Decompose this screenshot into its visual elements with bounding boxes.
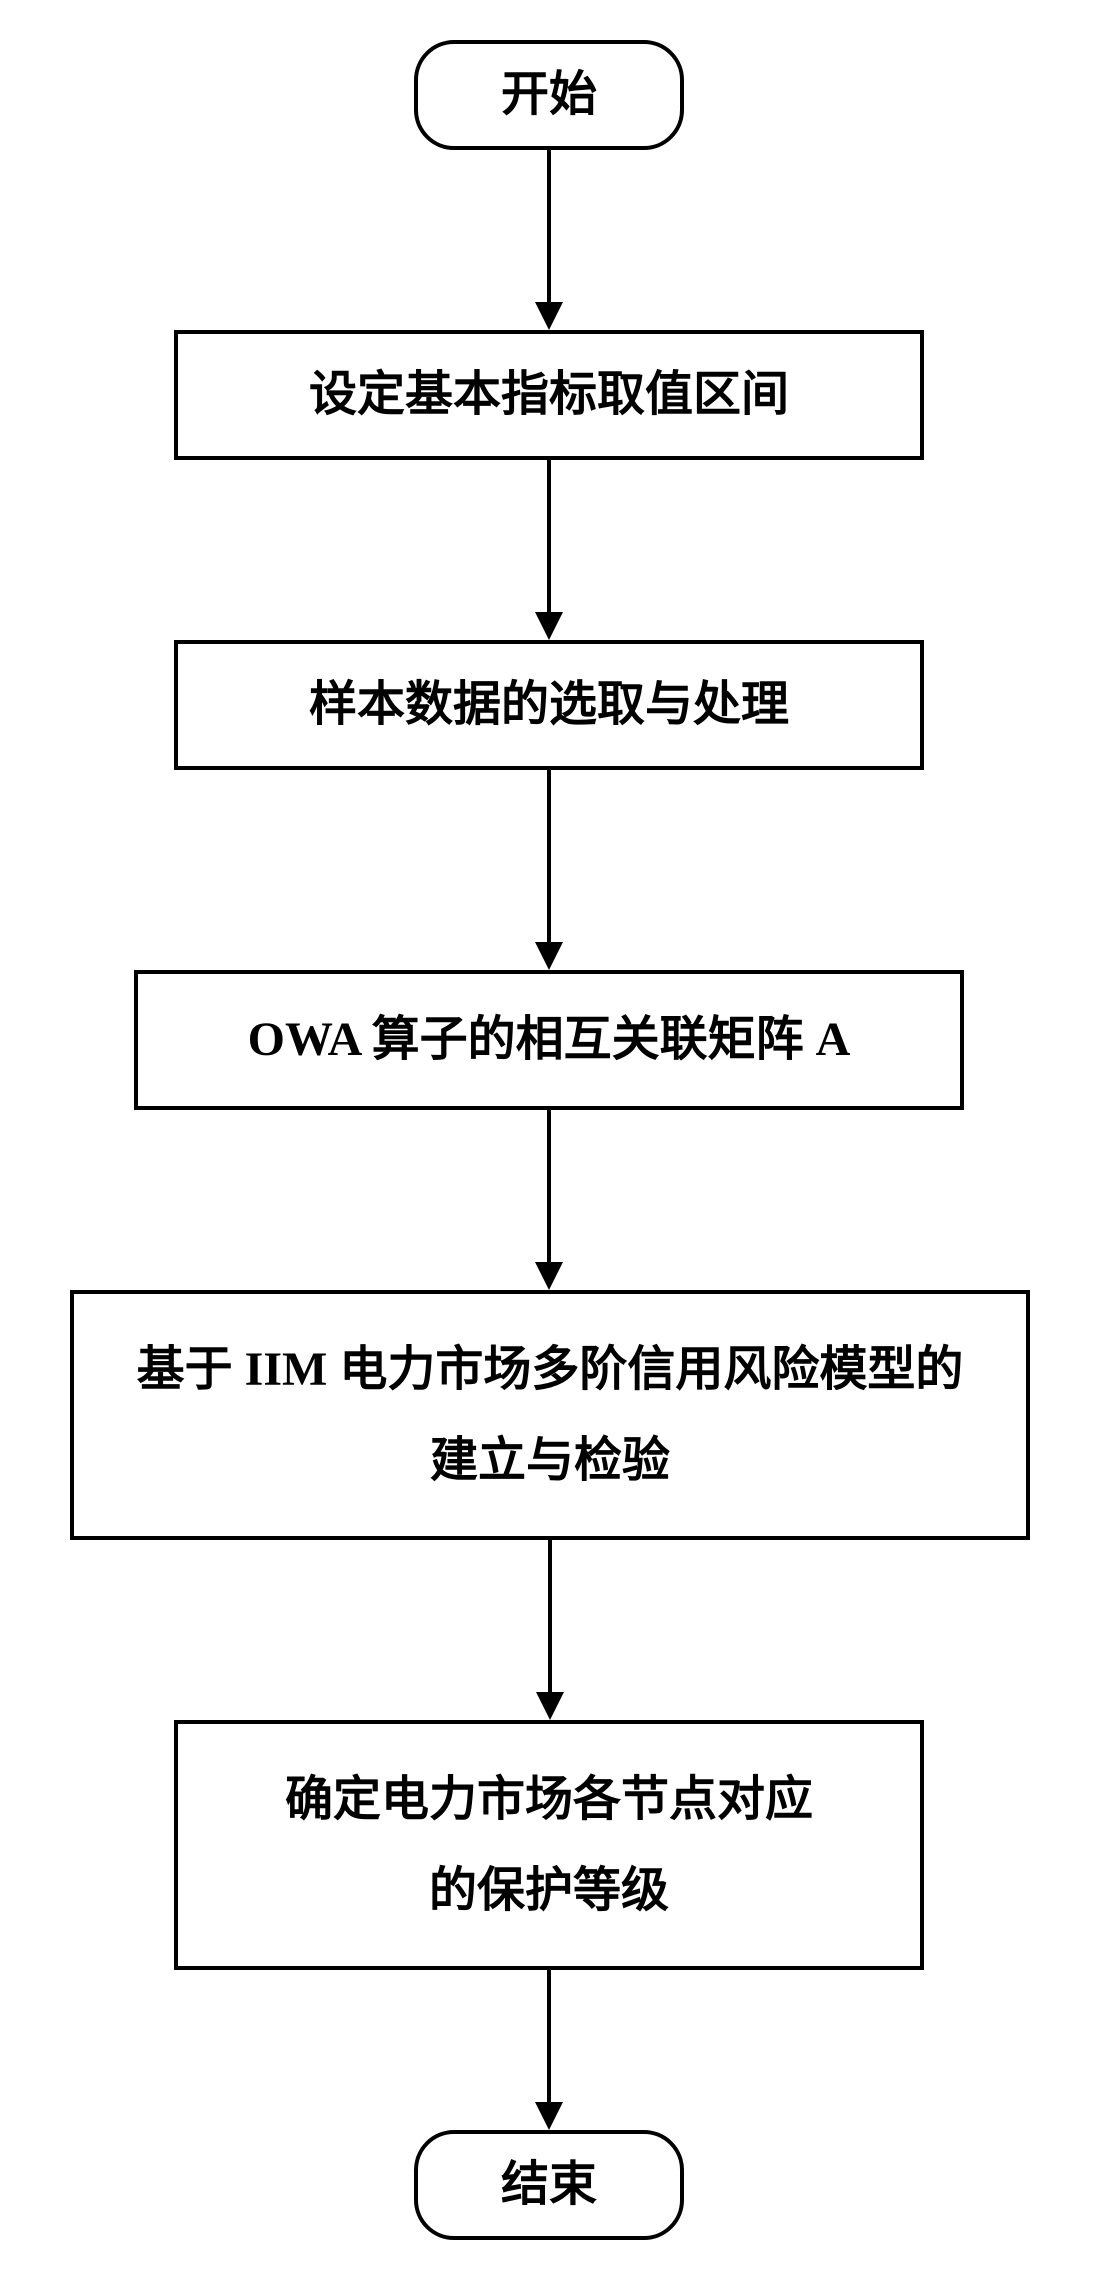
node-label-s2: 样本数据的选取与处理 bbox=[309, 659, 789, 750]
arrowhead-s3-s4 bbox=[535, 1262, 563, 1290]
node-s1: 设定基本指标取值区间 bbox=[174, 330, 924, 460]
node-start: 开始 bbox=[414, 40, 684, 150]
flowchart-canvas: 开始设定基本指标取值区间样本数据的选取与处理 OWA 算子的相互关联矩阵 A 基于 … bbox=[0, 0, 1098, 2275]
arrowhead-start-s1 bbox=[535, 302, 563, 330]
node-s2: 样本数据的选取与处理 bbox=[174, 640, 924, 770]
node-s3: OWA 算子的相互关联矩阵 A bbox=[134, 970, 964, 1110]
arrowhead-s1-s2 bbox=[535, 612, 563, 640]
node-s4: 基于 IIM 电力市场多阶信用风险模型的 建立与检验 bbox=[70, 1290, 1030, 1540]
node-label-s3: OWA 算子的相互关联矩阵 A bbox=[248, 994, 851, 1085]
node-s5: 确定电力市场各节点对应 的保护等级 bbox=[174, 1720, 924, 1970]
node-label-s1: 设定基本指标取值区间 bbox=[309, 349, 789, 440]
arrowhead-s5-end bbox=[535, 2102, 563, 2130]
arrowhead-s4-s5 bbox=[536, 1692, 564, 1720]
node-label-s4: 基于 IIM 电力市场多阶信用风险模型的 建立与检验 bbox=[137, 1324, 964, 1506]
arrowhead-s2-s3 bbox=[535, 942, 563, 970]
node-label-s5: 确定电力市场各节点对应 的保护等级 bbox=[285, 1754, 813, 1936]
node-label-end: 结束 bbox=[501, 2139, 597, 2230]
node-label-start: 开始 bbox=[501, 49, 597, 140]
node-end: 结束 bbox=[414, 2130, 684, 2240]
